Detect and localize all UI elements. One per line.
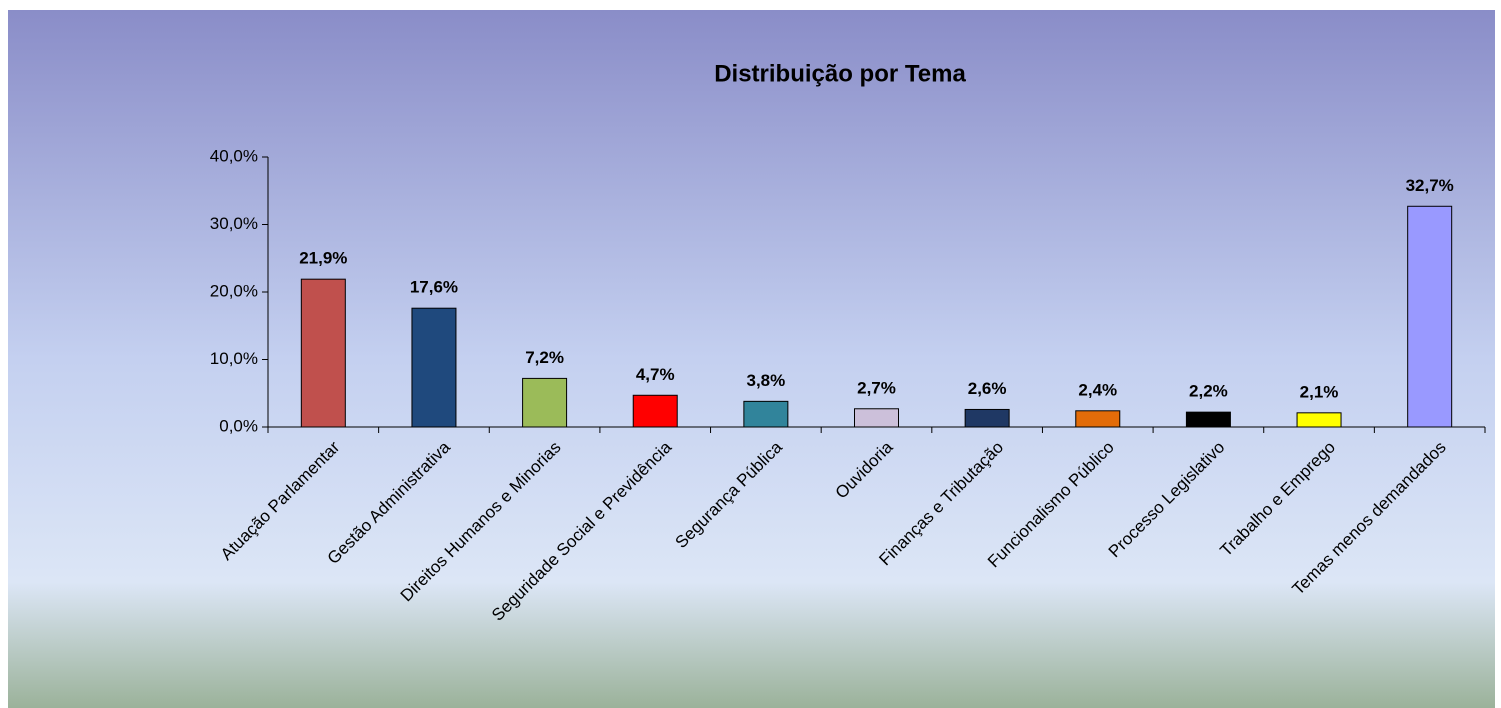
- value-label: 2,4%: [1078, 380, 1117, 399]
- value-label: 21,9%: [299, 249, 347, 268]
- y-tick-label: 0,0%: [219, 416, 258, 435]
- value-label: 32,7%: [1406, 176, 1454, 195]
- chart-title: Distribuição por Tema: [714, 60, 966, 87]
- bar: [1296, 412, 1342, 428]
- background: [8, 10, 1495, 708]
- bar: [632, 394, 678, 428]
- bar: [854, 408, 899, 428]
- value-label: 2,7%: [857, 378, 896, 397]
- bar: [1407, 205, 1453, 428]
- y-tick-label: 20,0%: [210, 281, 258, 300]
- value-label: 4,7%: [636, 365, 675, 384]
- value-label: 2,2%: [1189, 382, 1228, 401]
- value-label: 2,1%: [1300, 382, 1339, 401]
- value-label: 17,6%: [410, 278, 458, 297]
- value-label: 7,2%: [525, 348, 564, 367]
- value-label: 2,6%: [968, 379, 1007, 398]
- y-tick-label: 30,0%: [210, 214, 258, 233]
- bar: [522, 377, 568, 428]
- bar: [1075, 410, 1121, 428]
- bar: [300, 278, 346, 428]
- y-tick-label: 40,0%: [210, 146, 258, 165]
- y-tick-label: 10,0%: [210, 349, 258, 368]
- bar: [964, 408, 1010, 428]
- value-label: 3,8%: [746, 371, 785, 390]
- bar: [411, 307, 457, 428]
- bar: [1185, 411, 1231, 428]
- bar: [743, 400, 789, 428]
